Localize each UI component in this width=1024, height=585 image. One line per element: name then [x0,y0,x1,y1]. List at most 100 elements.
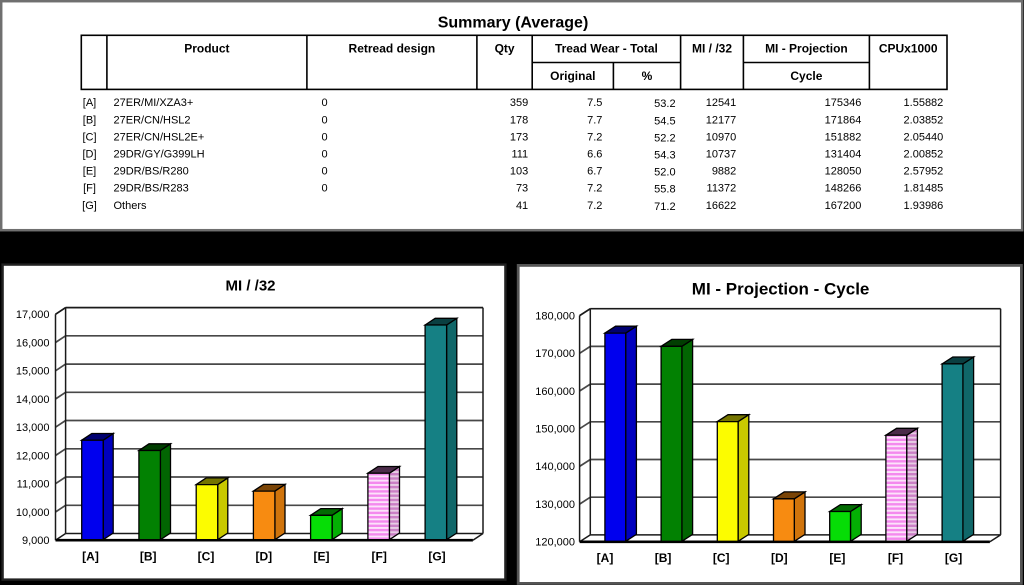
svg-text:[A]: [A] [83,97,96,109]
svg-text:0: 0 [321,166,327,178]
svg-text:52.0: 52.0 [654,167,675,179]
svg-text:178: 178 [510,114,528,126]
svg-text:[B]: [B] [655,551,672,565]
svg-text:7.2: 7.2 [587,131,602,143]
svg-text:1.81485: 1.81485 [904,183,944,195]
svg-text:29DR/BS/R280: 29DR/BS/R280 [114,166,189,178]
svg-text:MI / /32: MI / /32 [225,278,275,295]
svg-text:150,000: 150,000 [535,424,575,436]
svg-text:10737: 10737 [706,149,737,161]
svg-text:27ER/CN/HSL2E+: 27ER/CN/HSL2E+ [114,131,205,143]
svg-text:6.7: 6.7 [587,166,602,178]
svg-text:173: 173 [510,131,528,143]
svg-text:29DR/BS/R283: 29DR/BS/R283 [114,183,189,195]
svg-text:2.05440: 2.05440 [904,131,944,143]
svg-text:12541: 12541 [706,97,737,109]
svg-text:0: 0 [321,97,327,109]
svg-text:170,000: 170,000 [535,348,575,360]
svg-text:128050: 128050 [825,166,862,178]
svg-text:11372: 11372 [707,183,737,195]
svg-text:[G]: [G] [82,200,97,212]
svg-text:151882: 151882 [825,131,862,143]
svg-text:7.7: 7.7 [587,114,602,126]
svg-text:140,000: 140,000 [535,461,575,473]
svg-text:[E]: [E] [314,550,330,564]
svg-text:148266: 148266 [825,183,862,195]
svg-text:[D]: [D] [82,149,96,161]
svg-text:9,000: 9,000 [22,535,50,547]
svg-text:0: 0 [321,131,327,143]
svg-text:[C]: [C] [82,131,96,143]
svg-text:0: 0 [321,114,327,126]
svg-text:12,000: 12,000 [16,450,50,462]
svg-text:Product: Product [184,42,229,56]
svg-text:2.03852: 2.03852 [904,114,944,126]
svg-text:10970: 10970 [706,131,737,143]
svg-text:Retread design: Retread design [349,42,436,56]
svg-text:[D]: [D] [255,550,272,564]
svg-text:16,000: 16,000 [16,337,50,349]
svg-text:[C]: [C] [713,551,730,565]
svg-text:[A]: [A] [597,551,614,565]
svg-text:29DR/GY/G399LH: 29DR/GY/G399LH [114,149,205,161]
svg-text:6.6: 6.6 [587,149,602,161]
svg-text:%: % [642,69,653,83]
svg-text:103: 103 [510,166,528,178]
svg-text:53.2: 53.2 [654,98,675,110]
svg-text:[A]: [A] [82,550,99,564]
svg-text:Summary (Average): Summary (Average) [438,15,589,32]
svg-text:[E]: [E] [829,551,845,565]
svg-text:15,000: 15,000 [16,366,50,378]
svg-text:11,000: 11,000 [17,479,50,491]
svg-text:130,000: 130,000 [535,499,575,511]
svg-text:7.5: 7.5 [587,97,602,109]
svg-text:[B]: [B] [83,114,96,126]
svg-text:[G]: [G] [428,550,445,564]
svg-text:[F]: [F] [888,551,903,565]
svg-text:[E]: [E] [83,166,96,178]
svg-text:54.3: 54.3 [654,150,675,162]
svg-text:71.2: 71.2 [654,201,675,213]
svg-text:9882: 9882 [712,166,736,178]
svg-text:[B]: [B] [140,550,157,564]
svg-text:MI / /32: MI / /32 [692,42,732,56]
svg-text:[F]: [F] [372,550,387,564]
svg-text:17,000: 17,000 [16,309,50,321]
svg-text:41: 41 [516,200,528,212]
svg-text:Qty: Qty [495,42,515,56]
svg-text:[C]: [C] [198,550,215,564]
svg-text:0: 0 [321,183,327,195]
svg-text:55.8: 55.8 [654,184,675,196]
svg-text:13,000: 13,000 [16,422,50,434]
svg-text:Tread Wear - Total: Tread Wear - Total [555,42,658,56]
svg-text:16622: 16622 [706,200,737,212]
svg-text:MI - Projection: MI - Projection [765,42,848,56]
svg-text:10,000: 10,000 [16,507,50,519]
svg-text:27ER/MI/XZA3+: 27ER/MI/XZA3+ [114,97,194,109]
svg-text:171864: 171864 [825,114,862,126]
svg-text:MI - Projection - Cycle: MI - Projection - Cycle [692,280,870,299]
svg-text:160,000: 160,000 [535,386,575,398]
svg-text:359: 359 [510,97,528,109]
svg-text:52.2: 52.2 [654,132,675,144]
svg-text:175346: 175346 [825,97,862,109]
svg-text:73: 73 [516,183,528,195]
svg-text:Others: Others [114,200,148,212]
svg-text:1.93986: 1.93986 [904,200,944,212]
svg-text:12177: 12177 [706,114,737,126]
svg-text:[D]: [D] [771,551,788,565]
svg-text:131404: 131404 [825,149,862,161]
svg-text:[F]: [F] [83,183,96,195]
svg-text:[G]: [G] [945,551,962,565]
svg-text:180,000: 180,000 [535,310,575,322]
svg-text:14,000: 14,000 [16,394,50,406]
svg-text:167200: 167200 [825,200,862,212]
svg-text:111: 111 [511,149,528,161]
svg-text:Original: Original [550,69,595,83]
svg-text:54.5: 54.5 [654,115,675,127]
svg-text:CPUx1000: CPUx1000 [879,42,938,56]
svg-text:7.2: 7.2 [587,200,602,212]
svg-text:1.55882: 1.55882 [904,97,944,109]
svg-text:27ER/CN/HSL2: 27ER/CN/HSL2 [114,114,191,126]
svg-text:2.00852: 2.00852 [904,149,944,161]
